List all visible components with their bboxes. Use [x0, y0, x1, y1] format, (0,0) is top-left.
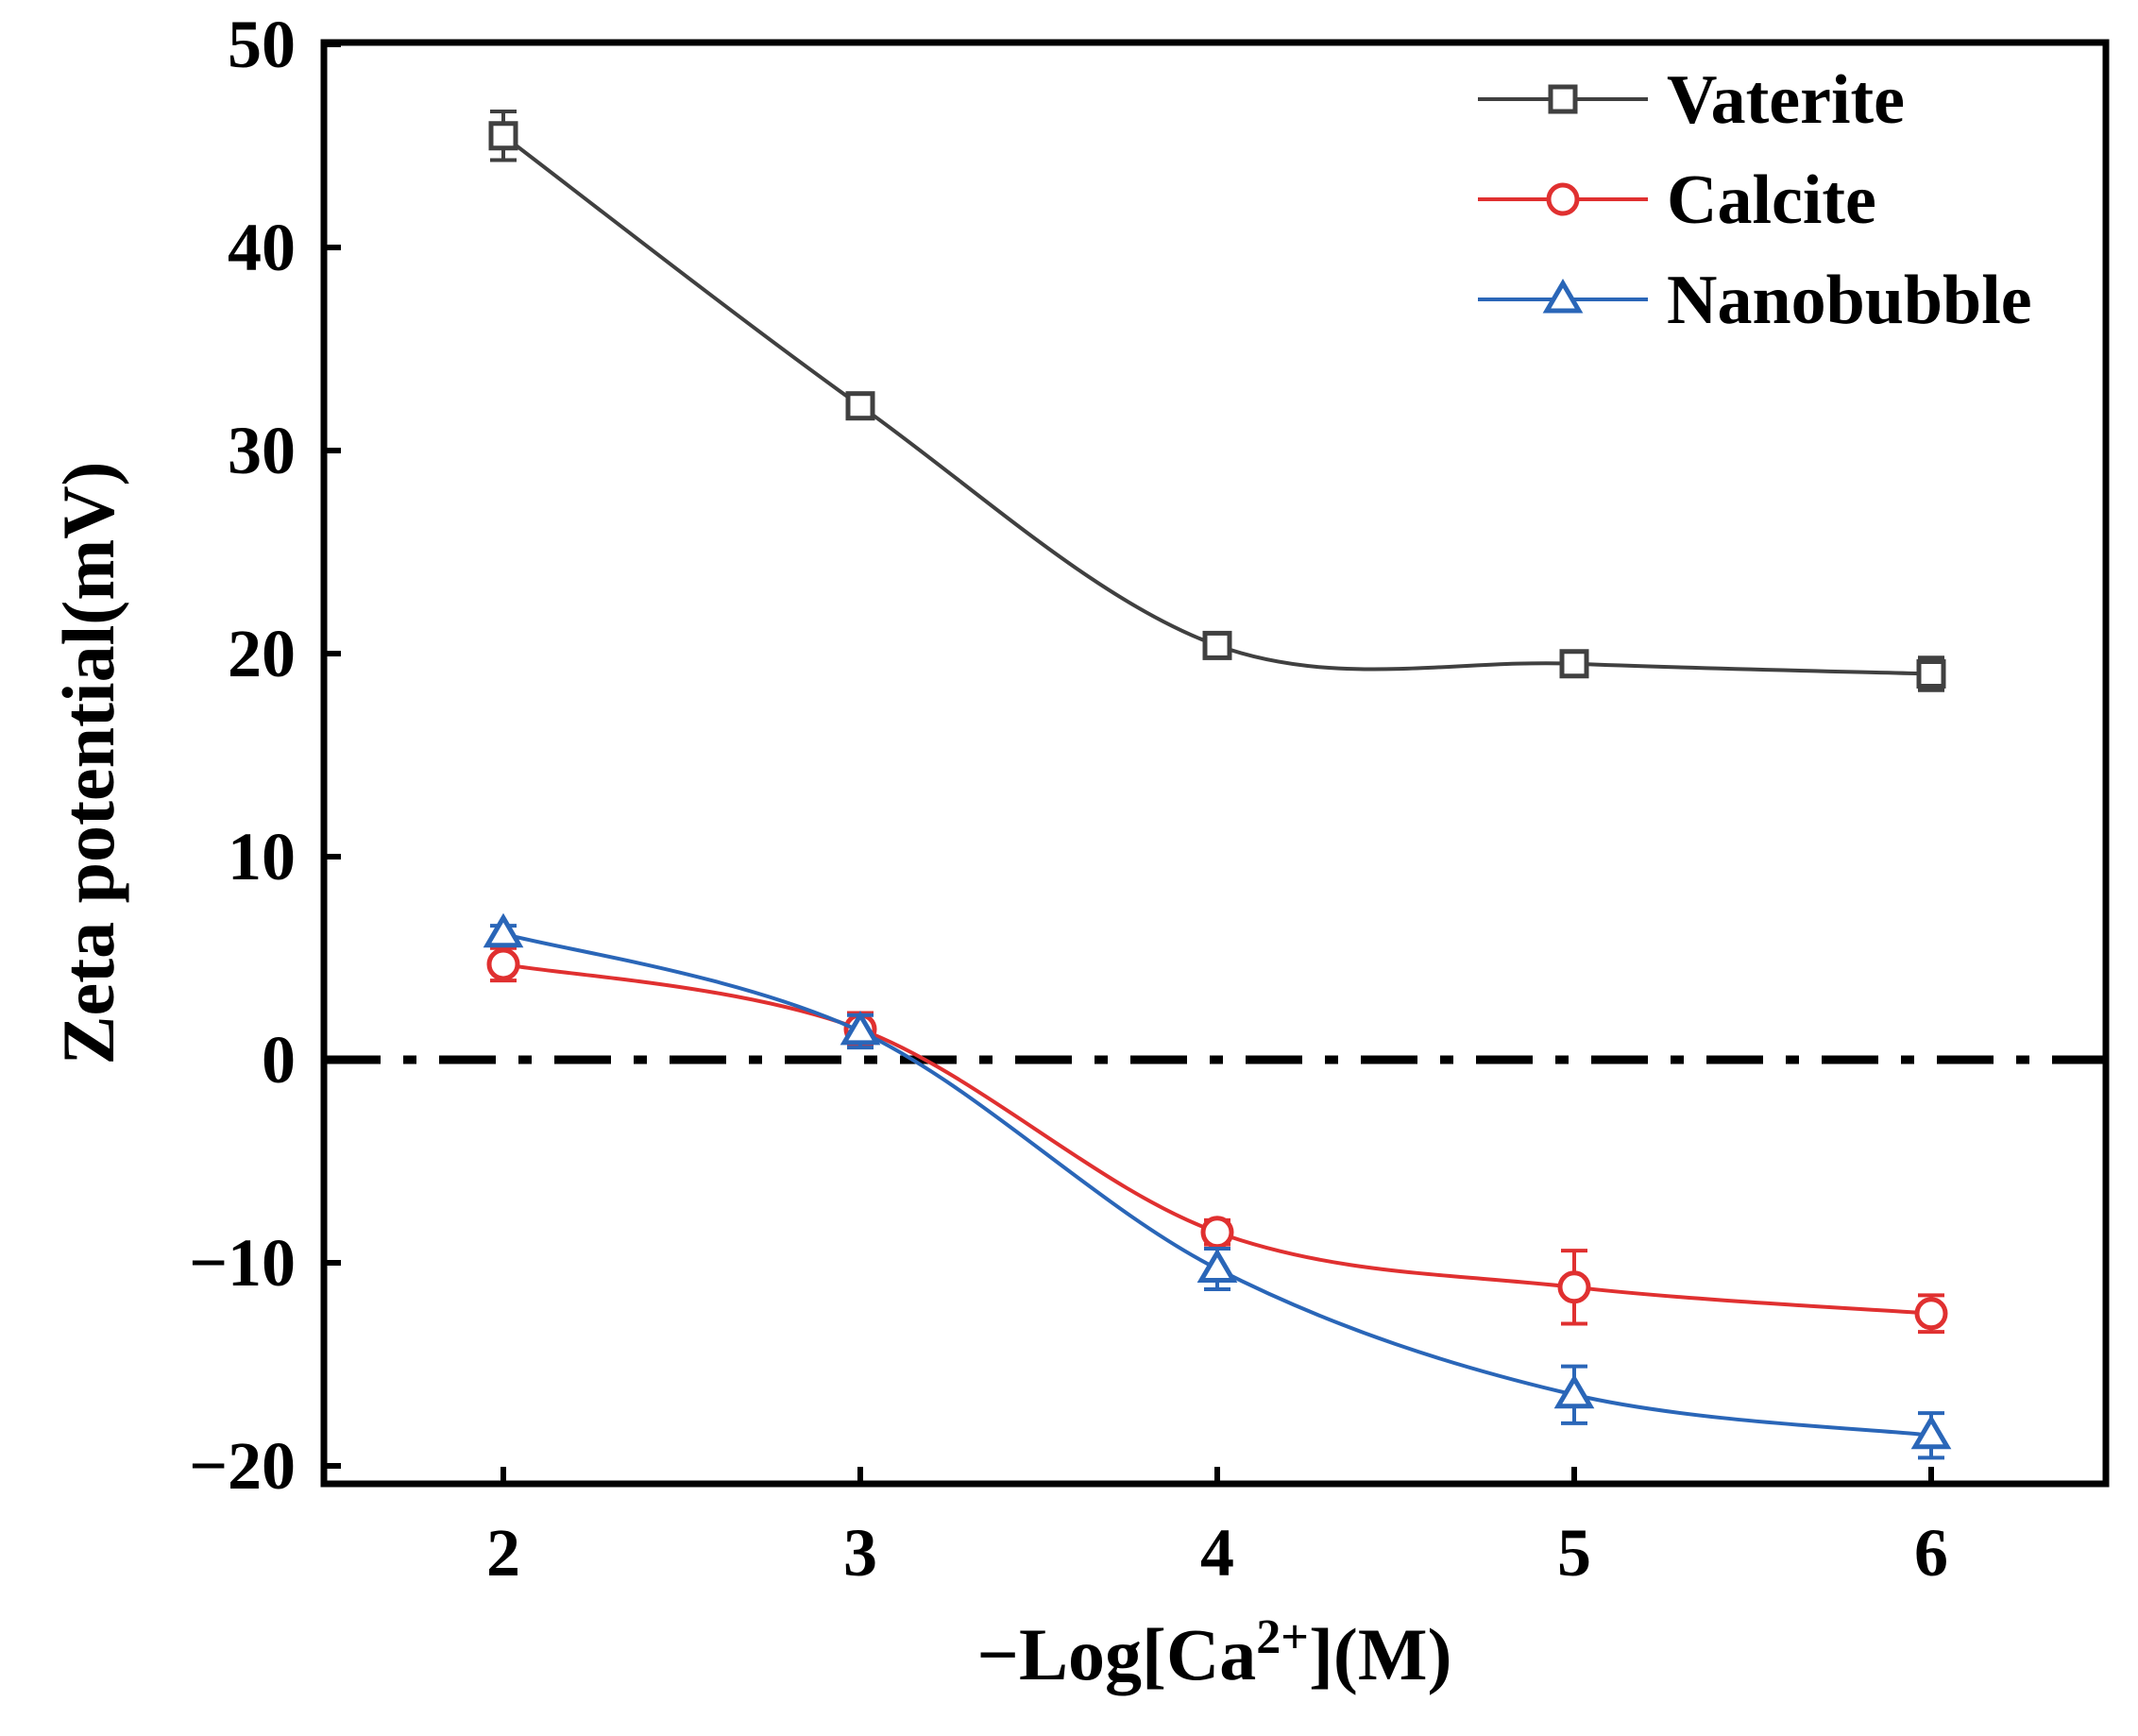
calcite-point [1557, 1270, 1591, 1304]
nanobubble-point [483, 912, 524, 948]
axis-layer: 2 3 4 5 6 −20 −10 0 10 20 30 40 50 [189, 7, 1948, 1591]
y-axis-title: Zeta potential(mV) [47, 461, 129, 1064]
x-tick-label: 6 [1914, 1515, 1948, 1591]
nanobubble-line [502, 931, 1932, 1438]
calcite-point [486, 947, 520, 981]
x-axis-title-superscript: 2+ [1256, 1610, 1309, 1664]
legend-label-calcite: Calcite [1667, 162, 1876, 239]
x-tick-label: 2 [486, 1515, 520, 1591]
legend-marker-nanobubble [1542, 279, 1584, 314]
nanobubble-point [1910, 1414, 1952, 1450]
legend-item-calcite: Calcite [1478, 162, 1876, 239]
series-vaterite [488, 109, 1946, 692]
series-layer [483, 109, 1952, 1460]
legend-label-nanobubble: Nanobubble [1667, 262, 2032, 339]
x-axis-title: −Log[Ca2+](M) [977, 1610, 1452, 1695]
legend-item-vaterite: Vaterite [1478, 61, 1905, 139]
legend-marker-vaterite [1548, 84, 1578, 114]
vaterite-line [501, 134, 1932, 676]
calcite-point [1200, 1216, 1234, 1250]
vaterite-point [1202, 630, 1232, 660]
x-axis-title-suffix: ](M) [1309, 1613, 1452, 1695]
vaterite-point [1559, 649, 1589, 679]
nanobubble-point [1553, 1373, 1595, 1409]
x-tick-label: 4 [1200, 1515, 1234, 1591]
y-tick-label: 40 [228, 210, 296, 285]
vaterite-point [845, 391, 875, 421]
y-tick-label: −20 [189, 1428, 296, 1504]
x-tick-label: 5 [1557, 1515, 1591, 1591]
y-tick-label: 30 [228, 413, 296, 488]
legend-item-nanobubble: Nanobubble [1478, 262, 2032, 339]
calcite-point [1914, 1297, 1948, 1331]
legend-marker-calcite [1546, 182, 1580, 216]
vaterite-point [1916, 659, 1946, 689]
y-tick-label: 10 [228, 819, 296, 894]
legend: Vaterite Calcite Nanobubble [1478, 61, 2032, 339]
nanobubble-point [1196, 1248, 1238, 1283]
nanobubble-point [840, 1010, 881, 1046]
y-tick-label: 20 [228, 616, 296, 691]
series-nanobubble [483, 912, 1952, 1460]
x-tick-label: 3 [843, 1515, 877, 1591]
x-axis-title-prefix: −Log[Ca [977, 1613, 1257, 1695]
vaterite-point [488, 121, 518, 151]
y-tick-label: 50 [228, 7, 296, 82]
y-tick-label: −10 [189, 1225, 296, 1301]
legend-label-vaterite: Vaterite [1667, 61, 1905, 139]
y-tick-label: 0 [262, 1022, 296, 1098]
